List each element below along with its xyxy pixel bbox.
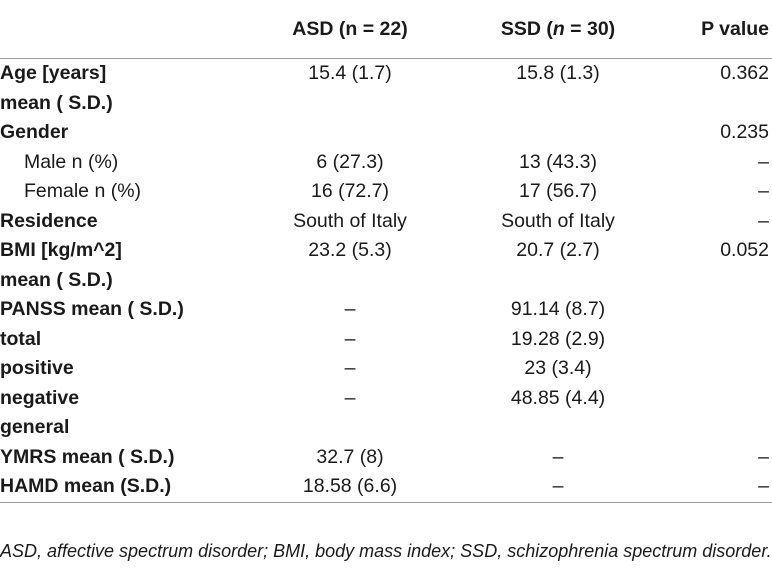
cell-p [678,384,772,414]
cell-asd: – [344,386,356,409]
cell-asd: – [344,298,356,321]
cell-p [678,413,772,443]
row-label: positive [0,357,74,380]
table-row: Male n (%) 6 (27.3) 13 (43.3) – [0,148,772,178]
header-empty [0,0,262,59]
header-asd: ASD (n = 22) [262,0,438,59]
cell-p: – [678,472,772,503]
cell-asd: 15.4 (1.7) [308,62,392,85]
cell-ssd: 15.8 (1.3) [516,62,600,85]
cell-p: 0.362 [720,62,769,85]
table-row: BMI [kg/m^2] 23.2 (5.3) 20.7 (2.7) 0.052 [0,236,772,266]
cell-ssd: 17 (56.7) [518,180,598,203]
row-label: general [0,416,70,439]
table-row: Female n (%) 16 (72.7) 17 (56.7) – [0,177,772,207]
row-label: negative [0,386,80,409]
table-row: total – 19.28 (2.9) [0,325,772,355]
cell-p [678,354,772,384]
cell-ssd: – [438,472,678,503]
cell-p: – [758,180,769,203]
cell-p [678,89,772,119]
header-ssd-pre: SSD ( [500,17,553,40]
row-label: Age [years] [0,62,107,85]
row-label: Gender [0,121,69,144]
cell-asd: – [344,357,356,380]
table-row: HAMD mean (S.D.) 18.58 (6.6) – – [0,472,772,503]
row-label: Male n (%) [24,150,119,173]
cell-p: 0.235 [720,121,769,144]
table-row: mean ( S.D.) [0,89,772,119]
cell-asd [262,266,438,296]
table-footnote: ASD, affective spectrum disorder; BMI, b… [0,541,772,561]
table-row: Age [years] 15.4 (1.7) 15.8 (1.3) 0.362 [0,59,772,89]
row-label: mean ( S.D.) [0,268,113,291]
cell-asd: 32.7 (8) [316,445,384,468]
cell-ssd: 23 (3.4) [524,357,592,380]
demographics-table: ASD (n = 22) SSD (n = 30) P value Age [y… [0,0,772,503]
cell-ssd: 91.14 (8.7) [510,298,606,321]
cell-asd: – [344,327,356,350]
table-row: positive – 23 (3.4) [0,354,772,384]
cell-p: – [758,445,769,468]
table-row: YMRS mean ( S.D.) 32.7 (8) – – [0,443,772,473]
row-label: PANSS mean ( S.D.) [0,298,184,321]
cell-ssd [438,118,678,148]
row-label: total [0,327,42,350]
row-label: Female n (%) [24,180,142,203]
cell-ssd: 20.7 (2.7) [516,239,600,262]
cell-ssd [438,266,678,296]
cell-ssd [438,413,678,443]
cell-ssd: South of Italy [501,209,615,232]
cell-ssd: 13 (43.3) [518,150,598,173]
cell-ssd: 19.28 (2.9) [510,327,606,350]
header-ssd-n: n [552,17,565,40]
row-label: mean ( S.D.) [0,91,113,114]
row-label: Residence [0,209,98,232]
cell-p [678,266,772,296]
cell-asd [262,413,438,443]
table-row: mean ( S.D.) [0,266,772,296]
row-label: YMRS mean ( S.D.) [0,445,175,468]
cell-asd: 18.58 (6.6) [262,472,438,503]
table-row: general [0,413,772,443]
table-row: negative – 48.85 (4.4) [0,384,772,414]
cell-ssd: – [552,445,564,468]
cell-asd: South of Italy [293,209,407,232]
row-label: BMI [kg/m^2] [0,239,122,262]
cell-asd: 6 (27.3) [316,150,384,173]
table-row: Residence South of Italy South of Italy … [0,207,772,237]
header-row: ASD (n = 22) SSD (n = 30) P value [0,0,772,59]
header-ssd: SSD (n = 30) [438,0,678,59]
cell-asd [262,118,438,148]
cell-p [678,295,772,325]
cell-p: – [758,150,769,173]
cell-ssd: 48.85 (4.4) [510,386,606,409]
cell-p: 0.052 [720,239,769,262]
header-p-value: P value [678,0,772,59]
cell-asd [262,89,438,119]
cell-asd: 23.2 (5.3) [308,239,392,262]
cell-p [678,325,772,355]
cell-ssd [438,89,678,119]
cell-asd: 16 (72.7) [310,180,390,203]
table-row: Gender 0.235 [0,118,772,148]
row-label: HAMD mean (S.D.) [0,472,262,503]
cell-p: – [758,209,769,232]
table-row: PANSS mean ( S.D.) – 91.14 (8.7) [0,295,772,325]
header-ssd-post: = 30) [564,17,616,40]
